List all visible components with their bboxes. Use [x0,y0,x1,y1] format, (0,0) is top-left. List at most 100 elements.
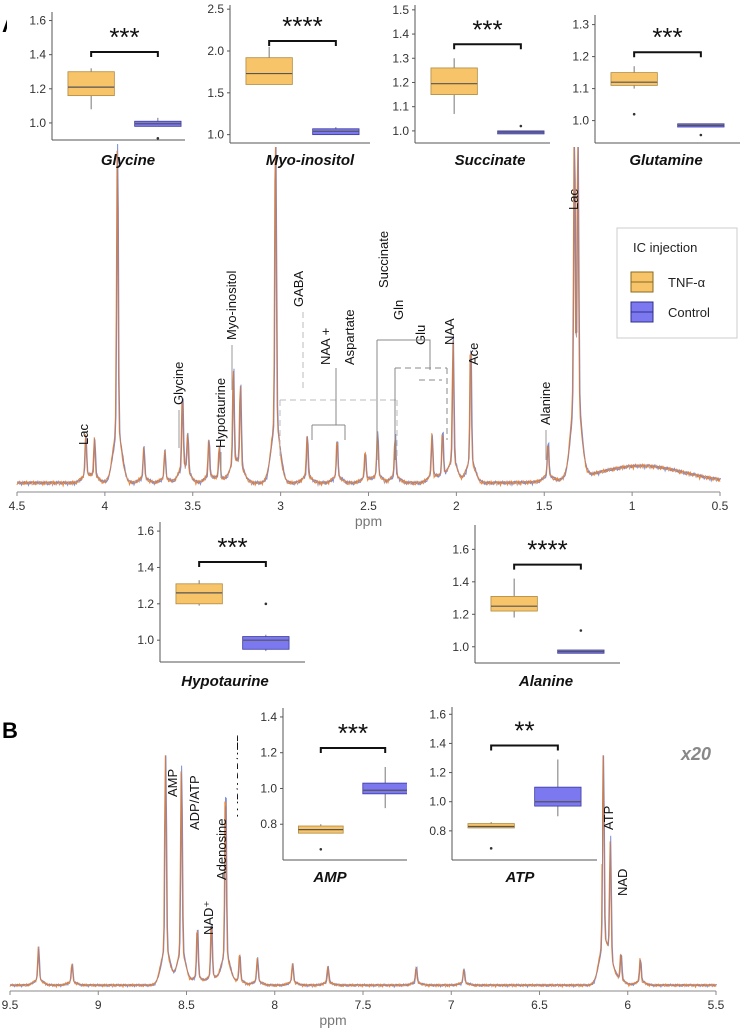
y-tick-label: 2.5 [207,2,224,16]
significance-bracket [268,40,337,46]
outlier-point [156,136,160,140]
y-tick-label: 1.3 [572,18,589,32]
outlier-point [489,847,493,850]
outlier-point [579,629,583,632]
spectrum-trace-tnf [16,143,721,488]
y-tick-label: 1.0 [207,128,224,142]
x-tick-label: 8.5 [178,998,195,1012]
y-tick-label: 1.4 [392,27,409,41]
y-tick-label: 1.2 [392,75,409,89]
annotation-bracket [377,339,431,370]
spectrum-a: 4.5 4 3.5 3 2.5 2 1.5 1 0.5 ppm Lac Glycine Hypotaur… [9,143,729,529]
peak-label: Ace [466,343,481,365]
box-control [362,782,408,795]
boxplot-title: AMP [312,869,347,886]
y-tick-label: 2.0 [207,44,224,58]
significance-stars: *** [652,22,682,52]
y-tick-label: 1.2 [260,746,277,760]
x-tick-label: 0.5 [712,499,729,513]
x-axis-label: ppm [355,513,382,529]
significance-bracket [513,563,582,570]
boxplot-title: Glycine [101,152,155,169]
y-tick-label: 1.4 [29,48,46,62]
legend-title: IC injection [633,240,697,255]
significance-bracket [198,561,267,567]
x-tick-label: 6 [624,998,631,1012]
legend-label-control: Control [668,305,710,320]
y-tick-label: 1.0 [392,124,409,138]
y-tick-label: 1.1 [572,82,589,96]
boxplots: 1.0 1.2 1.4 1.6 *** Glycine 1.0 1.5 2.0 2.5 **** My… [7,1,741,886]
boxplot-title: Myo-inositol [266,152,355,169]
box-tnf [245,57,293,85]
significance-bracket [453,43,522,50]
x-tick-label: 1.5 [536,499,553,513]
box-tnf [490,596,538,612]
spectrum-trace-overlay [16,143,721,488]
peak-label: Gln [391,300,406,320]
y-tick-label: 0.8 [429,824,446,838]
peak-label: Aspartate [342,309,357,365]
peak-label: Alanine [538,382,553,425]
y-tick-label: 1.1 [392,100,409,114]
significance-bracket [319,747,387,753]
outlier-point [632,112,636,116]
boxplot-myo: 1.0 1.5 2.0 2.5 **** Myo-inositol [185,1,380,169]
x-tick-label: 2.5 [360,499,377,513]
x-tick-label: 5.5 [708,998,725,1012]
y-tick-label: 1.6 [452,542,469,556]
boxplot-atp: 0.8 1.0 1.2 1.4 1.6 ** ATP [407,703,602,886]
boxplot-amp: 0.8 1.0 1.2 1.4 *** AMP [238,704,428,886]
boxplot-background [407,703,602,864]
outlier-point [319,847,323,851]
peak-label: NAD⁺ [201,901,216,935]
box-tnf [610,72,658,86]
peak-label: Myo-inositol [224,271,239,340]
boxplot-alanine: 1.0 1.2 1.4 1.6 **** Alanine [430,521,625,690]
significance-stars: *** [338,718,368,748]
x-tick-label: 7 [448,998,455,1012]
boxplot-title: Glutamine [629,152,702,169]
y-tick-label: 1.2 [572,50,589,64]
x-tick-label: 3 [277,499,284,513]
x-tick-label: 9.5 [2,998,19,1012]
y-tick-label: 1.2 [429,766,446,780]
peak-label: NAD [615,869,630,896]
y-tick-label: 1.4 [452,575,469,589]
significance-bracket [90,51,159,57]
y-tick-label: 1.0 [429,795,446,809]
y-tick-label: 1.6 [137,524,154,538]
boxplot-title: Alanine [518,673,573,690]
boxplot-title: Hypotaurine [181,673,269,690]
y-tick-label: 1.2 [29,82,46,96]
boxplot-glutamine: 1.0 1.1 1.2 1.3 *** Glutamine [550,11,741,169]
box-tnf [67,71,115,97]
y-tick-label: 1.5 [392,3,409,17]
spectrum-trace-overlay [10,755,717,989]
y-tick-label: 1.4 [137,560,154,574]
y-tick-label: 1.6 [29,14,46,28]
y-tick-label: 1.0 [572,114,589,128]
peak-label: AMP [165,769,180,797]
y-tick-label: 1.4 [260,710,277,724]
x-tick-label: 8 [271,998,278,1012]
box-tnf [430,67,478,95]
legend: IC injection TNF-α Control [616,227,738,339]
significance-bracket [633,51,702,58]
x-tick-label: 3.5 [184,499,201,513]
box-control [242,636,290,650]
x-tick-label: 4.5 [9,499,26,513]
spectrum-trace-control [17,143,722,487]
peak-label: NAA + [318,328,333,365]
significance-stars: **** [282,11,322,41]
x-axis-label: ppm [319,1012,346,1028]
boxplot-title: ATP [505,869,536,886]
peak-label: ADP/ATP [187,775,202,830]
significance-bracket [490,744,559,751]
boxplot-background [430,521,625,667]
x-tick-label: 9 [95,998,102,1012]
box-tnf [467,823,515,829]
scale-note: x20 [680,744,711,764]
peak-label: Glu [413,325,428,345]
outlier-point [699,133,703,137]
